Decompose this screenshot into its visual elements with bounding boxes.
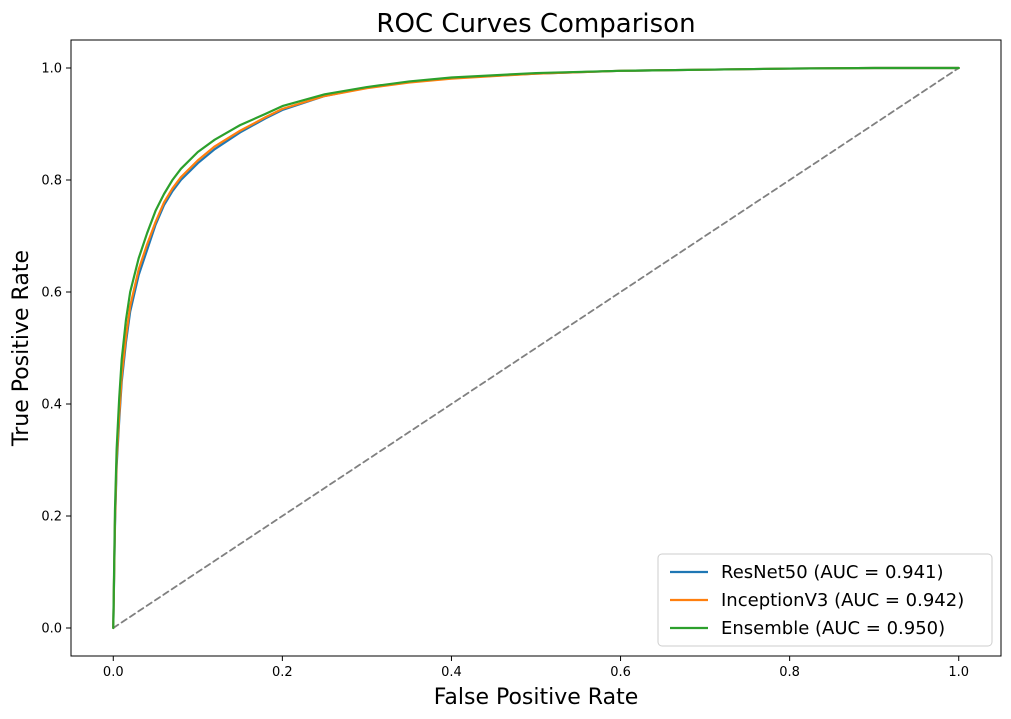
plot-frame [70, 39, 1002, 657]
y-tick-label: 0.6 [41, 286, 62, 301]
y-axis-ticks: 0.0 0.2 0.4 0.6 0.8 1.0 [41, 62, 71, 637]
y-tick-label: 0.2 [41, 510, 62, 525]
x-tick-label: 0.4 [441, 665, 462, 680]
legend: ResNet50 (AUC = 0.941) InceptionV3 (AUC … [657, 553, 993, 647]
legend-label-ensemble: Ensemble (AUC = 0.950) [721, 618, 945, 639]
x-tick-label: 0.2 [272, 665, 293, 680]
x-tick-label: 1.0 [948, 665, 969, 680]
legend-label-resnet50: ResNet50 (AUC = 0.941) [721, 562, 944, 583]
x-tick-label: 0.6 [610, 665, 631, 680]
x-axis-label: False Positive Rate [434, 685, 638, 710]
legend-box [657, 553, 993, 647]
chance-diagonal-line [112, 67, 960, 629]
x-tick-label: 0.0 [103, 665, 124, 680]
legend-label-inceptionv3: InceptionV3 (AUC = 0.942) [721, 590, 964, 611]
series-layer [112, 66, 960, 630]
y-tick-label: 1.0 [41, 62, 62, 77]
y-tick-label: 0.0 [41, 622, 62, 637]
y-tick-label: 0.4 [41, 398, 62, 413]
chart-title: ROC Curves Comparison [376, 9, 695, 39]
x-tick-label: 0.8 [779, 665, 800, 680]
y-tick-label: 0.8 [41, 174, 62, 189]
x-axis-ticks: 0.0 0.2 0.4 0.6 0.8 1.0 [103, 656, 969, 680]
series-ensemble-line [112, 66, 960, 630]
y-axis-label: True Positive Rate [9, 250, 34, 447]
